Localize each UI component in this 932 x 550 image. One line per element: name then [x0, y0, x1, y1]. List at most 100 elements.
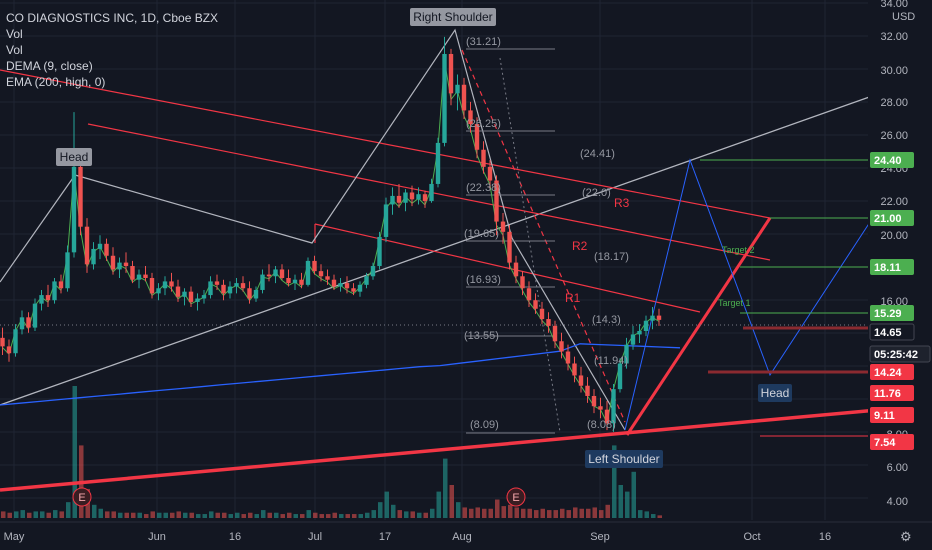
candle[interactable]: [299, 272, 304, 289]
candle[interactable]: [461, 77, 467, 119]
candle[interactable]: [396, 183, 402, 208]
candle[interactable]: [260, 269, 265, 294]
candle[interactable]: [201, 289, 207, 304]
candle[interactable]: [591, 389, 597, 414]
candle[interactable]: [208, 276, 213, 299]
price-tag[interactable]: 7.54: [874, 437, 896, 449]
candle[interactable]: [604, 401, 610, 431]
candle[interactable]: [656, 308, 662, 326]
candle[interactable]: [331, 274, 337, 290]
candle[interactable]: [422, 190, 428, 208]
candle[interactable]: [474, 117, 480, 159]
earnings-marker-circle[interactable]: [506, 487, 526, 507]
earnings-marker-circle[interactable]: [72, 487, 92, 507]
candle[interactable]: [572, 356, 577, 383]
candle[interactable]: [520, 271, 525, 296]
candle[interactable]: [357, 281, 363, 297]
candle[interactable]: [383, 197, 389, 243]
candle[interactable]: [312, 255, 317, 275]
candle[interactable]: [448, 48, 454, 106]
candle[interactable]: [130, 260, 135, 284]
candle[interactable]: [221, 279, 226, 301]
candle[interactable]: [78, 154, 83, 236]
candle[interactable]: [240, 276, 246, 292]
earnings-marker[interactable]: E: [78, 492, 85, 504]
candle[interactable]: [91, 242, 96, 270]
candle[interactable]: [539, 301, 545, 325]
candle[interactable]: [416, 187, 421, 205]
candle[interactable]: [377, 231, 382, 270]
candle[interactable]: [585, 377, 590, 403]
candle[interactable]: [624, 337, 629, 369]
symbol-title[interactable]: CO DIAGNOSTICS INC, 1D, Cboe BZX: [6, 11, 219, 25]
candle[interactable]: [58, 274, 64, 294]
price-tag[interactable]: 21.00: [874, 213, 902, 225]
price-tag[interactable]: 15.29: [874, 308, 902, 320]
candle[interactable]: [552, 320, 558, 349]
candle[interactable]: [526, 281, 532, 308]
candle[interactable]: [390, 187, 395, 215]
candle[interactable]: [162, 276, 168, 296]
indicator-vol-1[interactable]: Vol: [6, 27, 23, 41]
price-tag[interactable]: 24.40: [874, 155, 902, 167]
price-tag[interactable]: 9.11: [874, 410, 895, 422]
candle[interactable]: [266, 264, 272, 282]
indicator-ema[interactable]: EMA (200, high, 0): [6, 75, 106, 89]
price-tag[interactable]: 18.11: [874, 262, 901, 274]
candle[interactable]: [39, 289, 44, 311]
candle[interactable]: [214, 274, 220, 290]
candle[interactable]: [435, 137, 441, 188]
candle[interactable]: [630, 325, 636, 350]
head-label-right[interactable]: Head: [761, 386, 790, 400]
candle[interactable]: [286, 269, 291, 287]
candle[interactable]: [338, 277, 343, 292]
candle[interactable]: [318, 264, 324, 282]
candle[interactable]: [0, 327, 5, 355]
candle[interactable]: [123, 252, 129, 273]
candle[interactable]: [149, 272, 155, 299]
candle[interactable]: [546, 312, 551, 333]
candle[interactable]: [325, 269, 330, 285]
candle[interactable]: [234, 277, 239, 294]
candle[interactable]: [617, 358, 623, 393]
right-shoulder-label[interactable]: Right Shoulder: [413, 10, 492, 24]
candle[interactable]: [650, 307, 655, 330]
candle[interactable]: [13, 324, 18, 357]
candle[interactable]: [84, 218, 90, 273]
candle[interactable]: [156, 283, 161, 301]
candle[interactable]: [565, 344, 571, 371]
candle[interactable]: [273, 266, 278, 284]
candle[interactable]: [305, 257, 311, 287]
candle[interactable]: [110, 247, 116, 275]
candle[interactable]: [195, 293, 200, 311]
candle[interactable]: [52, 277, 57, 304]
earnings-marker[interactable]: E: [512, 492, 519, 504]
candle[interactable]: [364, 272, 369, 289]
candle[interactable]: [65, 245, 70, 292]
candle[interactable]: [513, 255, 519, 284]
candle[interactable]: [143, 266, 148, 282]
candle[interactable]: [136, 269, 142, 289]
candle[interactable]: [71, 112, 77, 258]
candle[interactable]: [19, 310, 25, 335]
indicator-dema[interactable]: DEMA (9, close): [6, 59, 93, 73]
indicator-vol-2[interactable]: Vol: [6, 43, 23, 57]
head-label-left[interactable]: Head: [60, 150, 89, 164]
price-tag[interactable]: 14.65: [874, 327, 902, 339]
candle[interactable]: [455, 74, 460, 111]
candle[interactable]: [468, 101, 473, 133]
candle[interactable]: [494, 175, 499, 236]
candle[interactable]: [292, 274, 298, 290]
candle[interactable]: [442, 36, 447, 147]
candle[interactable]: [500, 213, 506, 244]
left-shoulder-label[interactable]: Left Shoulder: [588, 452, 659, 466]
candle[interactable]: [487, 160, 493, 190]
candle[interactable]: [351, 283, 356, 296]
candle[interactable]: [409, 185, 415, 207]
candle[interactable]: [279, 264, 285, 280]
candle[interactable]: [26, 312, 31, 333]
candle[interactable]: [403, 189, 408, 212]
candle[interactable]: [253, 286, 259, 302]
candle[interactable]: [643, 315, 649, 337]
